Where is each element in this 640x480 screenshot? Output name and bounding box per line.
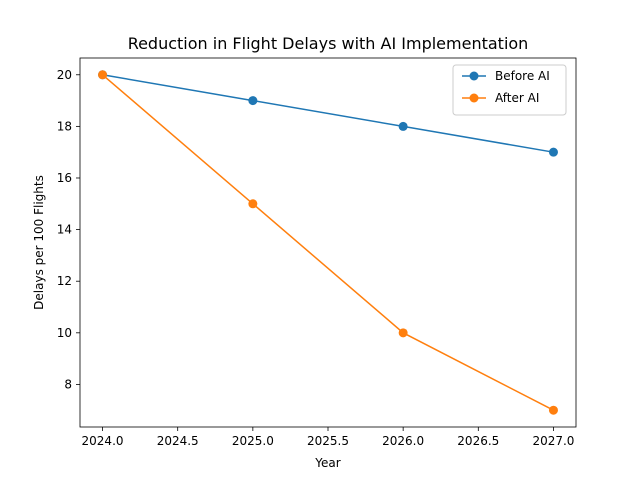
data-point-after-ai (548, 405, 558, 415)
y-axis-ticks: 8 10 12 14 16 18 20 (57, 68, 80, 391)
data-point-before-ai (548, 147, 558, 157)
data-point-after-ai (398, 328, 408, 338)
legend-marker-after-ai (469, 93, 479, 103)
series-line-before-ai (102, 74, 554, 153)
legend-label-after-ai: After AI (495, 91, 539, 105)
chart-title: Reduction in Flight Delays with AI Imple… (128, 34, 529, 53)
y-tick-label: 12 (57, 274, 72, 288)
x-tick-label: 2024.0 (82, 434, 124, 448)
x-tick-label: 2027.0 (532, 434, 574, 448)
y-tick-label: 10 (57, 326, 72, 340)
y-tick-label: 18 (57, 119, 72, 133)
legend: Before AI After AI (452, 64, 567, 116)
x-axis-label: Year (314, 456, 340, 470)
series-layer (98, 70, 558, 415)
legend-marker-before-ai (469, 71, 479, 81)
y-tick-label: 16 (57, 171, 72, 185)
data-point-before-ai (248, 96, 258, 106)
y-axis-label: Delays per 100 Flights (32, 175, 46, 310)
y-tick-label: 14 (57, 223, 72, 237)
x-axis-ticks: 2024.0 2024.5 2025.0 2025.5 2026.0 2026.5 2027… (82, 427, 574, 448)
data-point-after-ai (248, 199, 258, 209)
plot-area-frame (79, 57, 577, 428)
y-tick-label: 8 (64, 377, 72, 391)
x-tick-label: 2026.5 (457, 434, 499, 448)
series-line-after-ai (102, 74, 554, 411)
legend-box (452, 64, 567, 116)
legend-label-before-ai: Before AI (495, 69, 550, 83)
data-point-after-ai (98, 70, 108, 80)
x-tick-label: 2025.0 (232, 434, 274, 448)
data-point-before-ai (398, 121, 408, 131)
x-tick-label: 2025.5 (307, 434, 349, 448)
x-tick-label: 2026.0 (382, 434, 424, 448)
y-tick-label: 20 (57, 68, 72, 82)
x-tick-label: 2024.5 (157, 434, 199, 448)
